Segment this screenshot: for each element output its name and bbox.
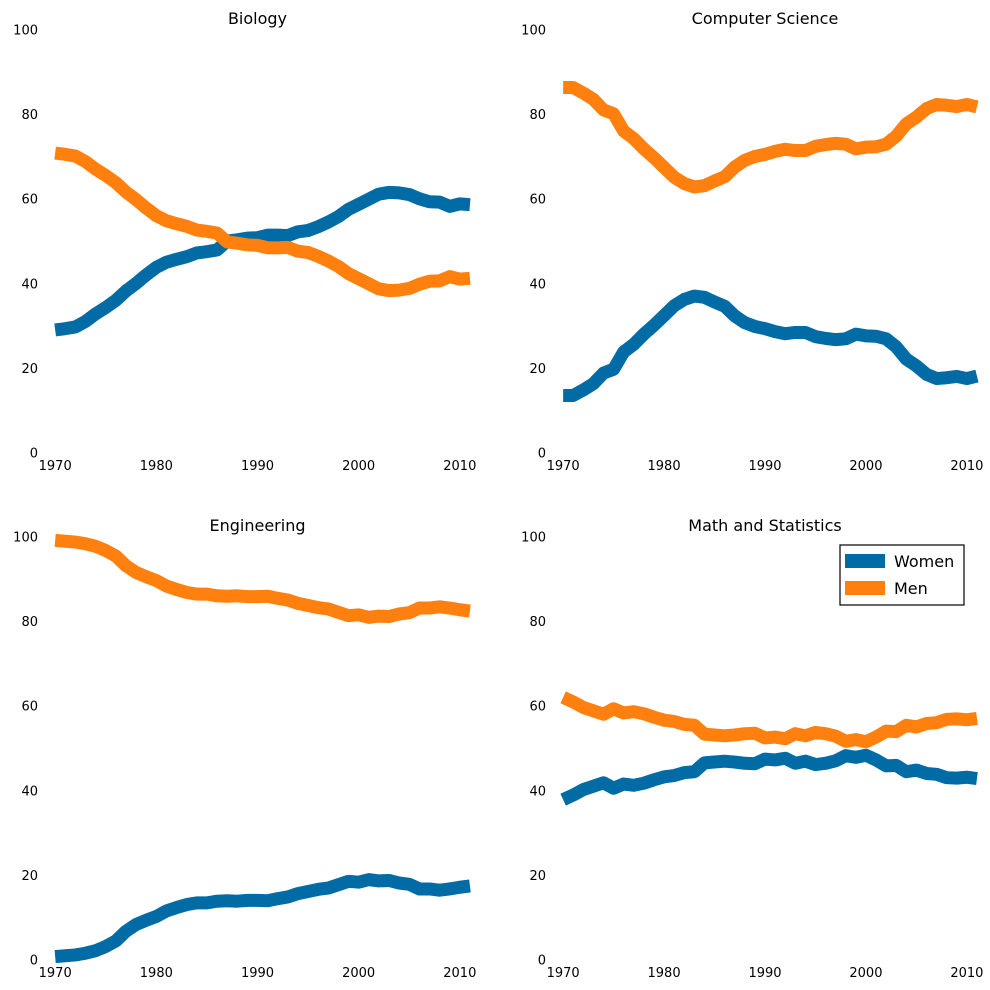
panel-computer-science-ytick-40: 40 (529, 277, 546, 292)
panel-engineering-line-men (54, 533, 471, 624)
panel-engineering-xtick-1980: 1980 (140, 966, 173, 981)
panel-math-and-statistics-ytick-60: 60 (529, 700, 546, 715)
panel-biology-xtick-1990: 1990 (241, 459, 274, 474)
panel-computer-science-ytick-20: 20 (529, 362, 546, 377)
panel-biology-line-women (54, 185, 471, 337)
panel-engineering-xtick-2000: 2000 (342, 966, 375, 981)
panel-computer-science-xtick-2010: 2010 (950, 459, 983, 474)
panel-engineering-title: Engineering (210, 516, 306, 535)
panel-math-and-statistics-ytick-100: 100 (521, 531, 546, 546)
panel-computer-science-line-men (563, 81, 979, 194)
panel-math-and-statistics-ytick-80: 80 (529, 615, 546, 630)
panel-biology-ytick-20: 20 (21, 362, 38, 377)
panel-math-and-statistics-xtick-1980: 1980 (648, 966, 681, 981)
panel-biology-ytick-100: 100 (13, 24, 38, 39)
legend-label-women: Women (894, 552, 954, 571)
panel-math-and-statistics-ytick-20: 20 (529, 869, 546, 884)
panel-math-and-statistics-line-women (560, 748, 978, 806)
panel-engineering-ytick-100: 100 (13, 531, 38, 546)
panel-math-and-statistics-xtick-2010: 2010 (950, 966, 983, 981)
legend-label-men: Men (894, 579, 928, 598)
panel-math-and-statistics-ytick-40: 40 (529, 784, 546, 799)
panel-math-and-statistics-xtick-1990: 1990 (748, 966, 781, 981)
panel-math-and-statistics-legend: Women Men (839, 544, 965, 606)
panel-computer-science-ytick-60: 60 (529, 193, 546, 208)
panel-computer-science-xtick-1990: 1990 (748, 459, 781, 474)
panel-biology-ytick-0: 0 (30, 447, 38, 462)
legend-swatch-women (845, 554, 885, 568)
panel-computer-science-xtick-1970: 1970 (547, 459, 580, 474)
legend-swatch-men (845, 581, 885, 595)
panel-computer-science-ytick-0: 0 (538, 447, 546, 462)
panel-math-and-statistics-title: Math and Statistics (688, 516, 841, 535)
panel-biology-ytick-40: 40 (21, 277, 38, 292)
panel-engineering-ytick-60: 60 (21, 700, 38, 715)
panel-math-and-statistics-xtick-1970: 1970 (547, 966, 580, 981)
panel-engineering-xtick-1990: 1990 (241, 966, 274, 981)
panel-engineering: Engineering 0 20 40 60 80 100 1970 1980 1990 2000 2… (13, 516, 476, 981)
panel-engineering-ytick-0: 0 (30, 954, 38, 969)
panel-engineering-line-women (54, 873, 471, 964)
panel-engineering-ytick-20: 20 (21, 869, 38, 884)
panel-computer-science: Computer Science 0 20 40 60 80 100 1970 1980 1990… (521, 9, 983, 474)
panel-engineering-xtick-2010: 2010 (443, 966, 476, 981)
panel-computer-science-title: Computer Science (692, 9, 839, 28)
panel-biology-ytick-80: 80 (21, 108, 38, 123)
panel-biology-xtick-2000: 2000 (342, 459, 375, 474)
panel-computer-science-ytick-100: 100 (521, 24, 546, 39)
panel-math-and-statistics-xtick-2000: 2000 (849, 966, 882, 981)
panel-biology-line-men (54, 146, 471, 298)
panel-biology-xtick-1970: 1970 (39, 459, 72, 474)
panel-biology-title: Biology (228, 9, 287, 28)
panel-math-and-statistics-line-men (560, 691, 978, 749)
panel-biology-xtick-2010: 2010 (443, 459, 476, 474)
panel-biology-ytick-60: 60 (21, 193, 38, 208)
panel-computer-science-xtick-1980: 1980 (648, 459, 681, 474)
panel-computer-science-ytick-80: 80 (529, 108, 546, 123)
panel-computer-science-xtick-2000: 2000 (849, 459, 882, 474)
panel-biology-xtick-1980: 1980 (140, 459, 173, 474)
panel-math-and-statistics: Math and Statistics 0 20 40 60 80 100 1970 1980 1… (521, 516, 983, 981)
panel-computer-science-line-women (563, 289, 979, 402)
panel-math-and-statistics-ytick-0: 0 (538, 954, 546, 969)
panel-engineering-xtick-1970: 1970 (39, 966, 72, 981)
panel-biology: Biology 0 20 40 60 80 100 1970 1980 1990 2000 2010 (13, 9, 476, 474)
panel-engineering-ytick-80: 80 (21, 615, 38, 630)
panel-engineering-ytick-40: 40 (21, 784, 38, 799)
